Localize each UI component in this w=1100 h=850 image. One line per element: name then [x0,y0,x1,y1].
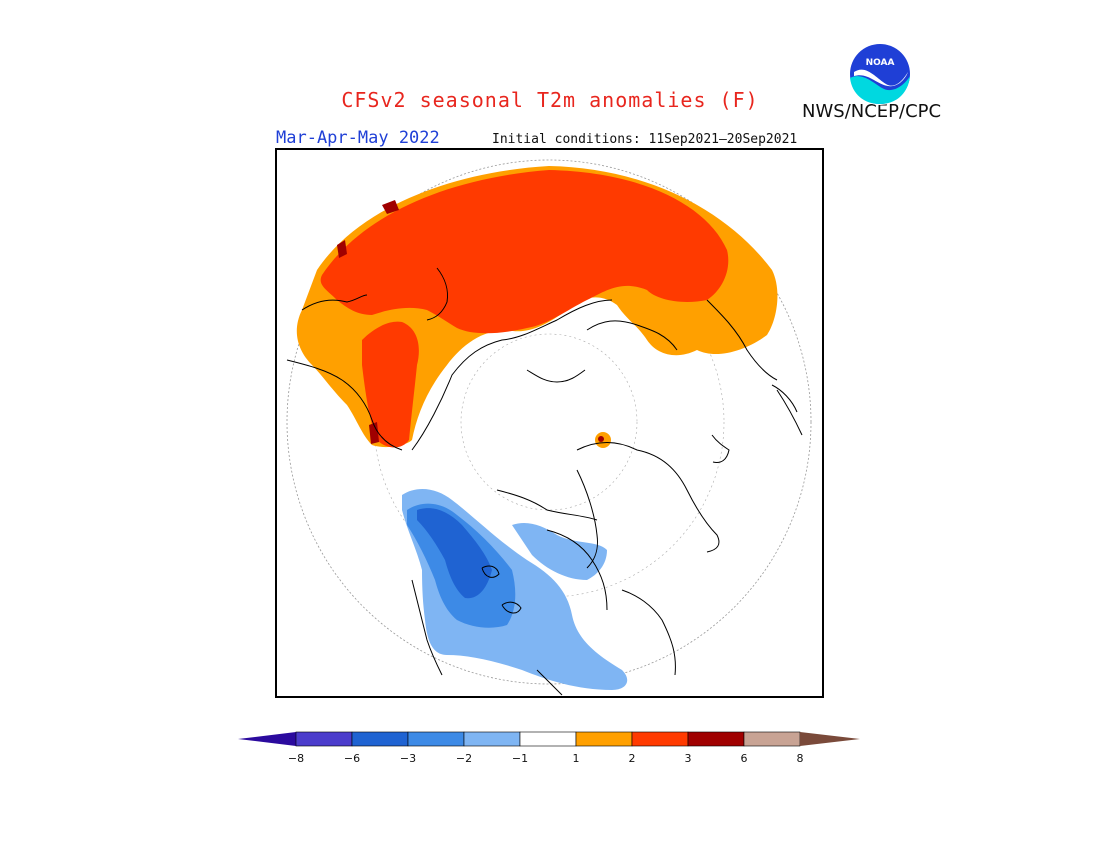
season-label: Mar-Apr-May 2022 [276,128,440,148]
noaa-logo: NOAA [848,42,912,106]
colorbar-tick-label: 8 [796,752,804,765]
colorbar-bin [351,731,409,747]
equator-circle [286,159,812,685]
colorbar-bin [743,731,801,747]
colorbar-bin [407,731,465,747]
colorbar-tick-label: 2 [628,752,636,765]
anomaly-region-cool-2 [512,523,607,580]
coastlines [286,267,803,696]
colorbar-tick-label: 3 [684,752,692,765]
anomaly-spot-strong [337,240,347,258]
colorbar-bin [631,731,689,747]
colorbar-tick-label: 6 [740,752,748,765]
colorbar-bin [687,731,745,747]
map-panel [275,148,824,698]
colorbar-tick-label: −1 [511,752,529,765]
colorbar-bin [463,731,521,747]
colorbar-arrow-low [238,732,296,746]
chart-title: CFSv2 seasonal T2m anomalies (F) [341,88,759,112]
anomaly-region-warm-3 [362,321,419,448]
logo-text: NOAA [866,58,895,68]
colorbar-bin [295,731,353,747]
colorbar-arrow-high [800,732,860,746]
colorbar-bin [519,731,577,747]
colorbar-tick-label: 1 [572,752,580,765]
colorbar-tick-label: −3 [399,752,417,765]
anomaly-region-warm-2 [320,170,729,334]
latitude-circle [373,246,725,598]
colorbar-tick-label: −6 [343,752,361,765]
anomaly-region-cool-4 [417,508,492,599]
colorbar-bin [575,731,633,747]
polar-map [286,159,812,696]
colorbar-tick-label: −8 [287,752,305,765]
anomaly-spot-strong [598,436,604,442]
initial-conditions-label: Initial conditions: 11Sep2021–20Sep2021 [492,132,798,147]
colorbar-tick-label: −2 [455,752,473,765]
anomaly-spot-strong [369,422,379,444]
colorbar [238,728,862,754]
agency-label: NWS/NCEP/CPC [802,101,942,122]
anomaly-spot-strong [382,200,399,214]
latitude-circle [460,333,638,511]
